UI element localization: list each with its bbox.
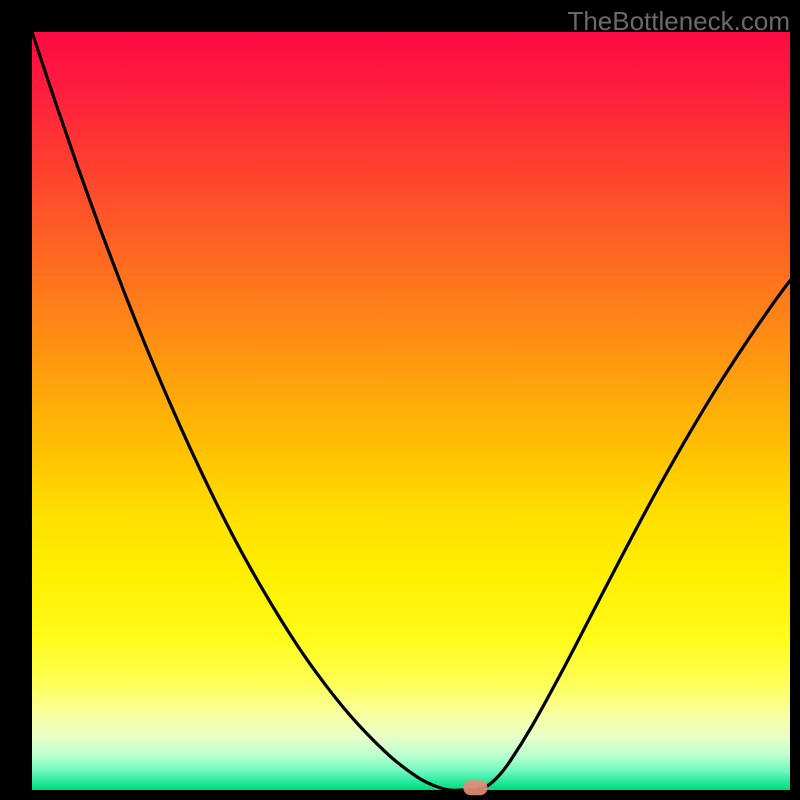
optimum-marker: [463, 780, 487, 795]
watermark-text: TheBottleneck.com: [567, 6, 790, 37]
bottleneck-chart: [0, 0, 800, 800]
gradient-background: [32, 32, 790, 790]
chart-root: TheBottleneck.com: [0, 0, 800, 800]
